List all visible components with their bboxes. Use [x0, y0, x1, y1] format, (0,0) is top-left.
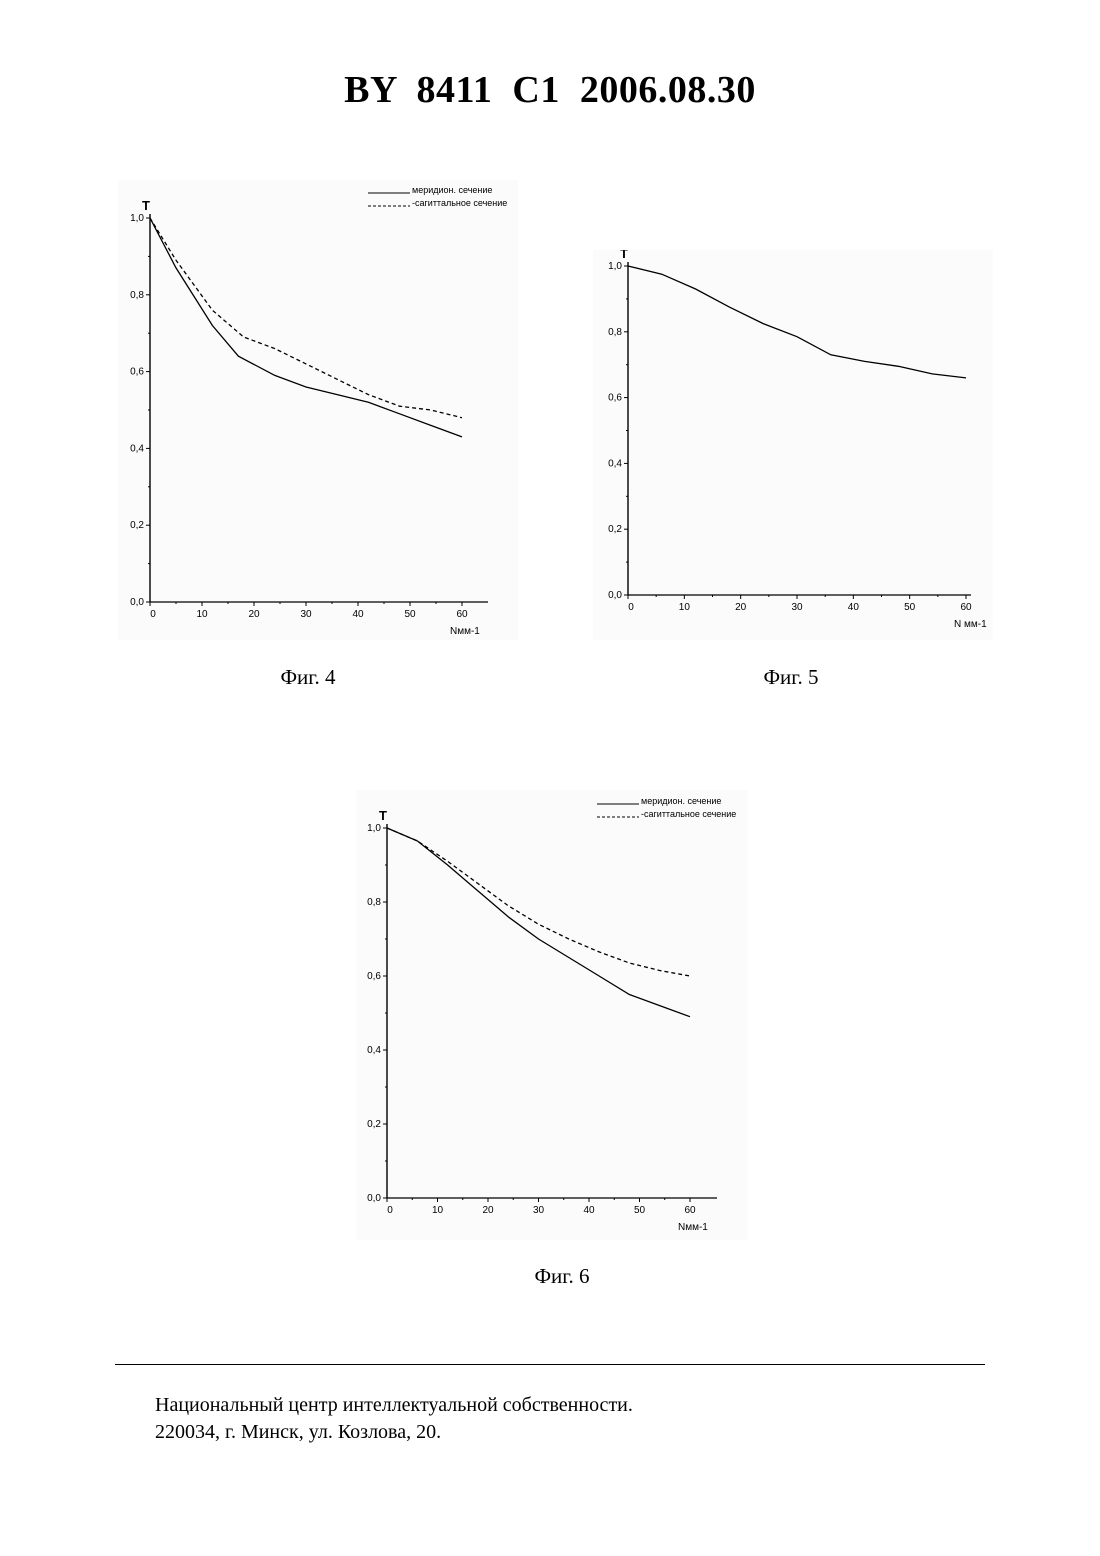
document-header: BY 8411 C1 2006.08.30 [0, 68, 1100, 112]
x-tick-label: 40 [352, 609, 364, 620]
y-axis-title: T [379, 808, 387, 823]
x-tick-label: 20 [482, 1205, 494, 1216]
figure-5-caption: Фиг. 5 [691, 665, 891, 690]
y-tick-label: 1,0 [130, 213, 144, 224]
y-tick-label: 0,8 [608, 327, 622, 338]
footer: Национальный центр интеллектуальной собс… [155, 1392, 633, 1446]
x-tick-label: 30 [791, 602, 803, 613]
x-tick-label: 60 [456, 609, 468, 620]
y-tick-label: 0,2 [367, 1119, 381, 1130]
y-tick-label: 0,4 [608, 458, 622, 469]
y-tick-label: 0,4 [367, 1045, 381, 1056]
x-tick-label: 50 [404, 609, 416, 620]
footer-line-2: 220034, г. Минск, ул. Козлова, 20. [155, 1419, 633, 1446]
y-tick-label: 0,0 [608, 590, 622, 601]
figure-6: 0,0 0,2 0,4 0,6 0,8 1,0 0 10 20 30 40 50 60 T Nмм-1 мер… [357, 790, 747, 1240]
series-line-2 [387, 828, 690, 976]
x-tick-label: 20 [248, 609, 260, 620]
y-tick-label: 1,0 [608, 261, 622, 272]
legend-label-1: меридион. сечение [641, 796, 721, 806]
x-tick-label: 0 [628, 602, 634, 613]
x-axis-title: Nмм-1 [678, 1222, 708, 1233]
x-tick-label: 30 [300, 609, 312, 620]
figure-5: 0,0 0,2 0,4 0,6 0,8 1,0 0 10 20 30 40 50 60 T N мм-1 [593, 250, 993, 640]
x-tick-label: 10 [432, 1205, 444, 1216]
series-line-2 [150, 218, 462, 418]
footer-line-1: Национальный центр интеллектуальной собс… [155, 1392, 633, 1419]
y-tick-label: 0,6 [130, 367, 144, 378]
y-tick-label: 0,2 [130, 520, 144, 531]
x-tick-label: 60 [960, 602, 972, 613]
figure-4: 0,0 0,2 0,4 0,6 0,8 1,0 0 10 20 30 40 50 60 T Nмм-1 мер… [118, 180, 518, 640]
chart-fig6: 0,0 0,2 0,4 0,6 0,8 1,0 0 10 20 30 40 50 60 T Nмм-1 мер… [357, 790, 747, 1240]
x-tick-label: 0 [387, 1205, 393, 1216]
y-tick-label: 0,0 [367, 1193, 381, 1204]
x-tick-label: 30 [533, 1205, 545, 1216]
figure-6-caption: Фиг. 6 [462, 1264, 662, 1289]
x-tick-label: 40 [848, 602, 860, 613]
x-tick-label: 50 [904, 602, 916, 613]
y-tick-label: 0,6 [367, 971, 381, 982]
x-tick-label: 10 [679, 602, 691, 613]
figure-4-caption: Фиг. 4 [208, 665, 408, 690]
footer-divider [115, 1364, 985, 1365]
y-axis-title: T [620, 250, 628, 261]
legend-label-1: меридион. сечение [412, 185, 492, 195]
x-tick-label: 50 [634, 1205, 646, 1216]
x-tick-label: 20 [735, 602, 747, 613]
y-tick-label: 0,2 [608, 524, 622, 535]
legend-label-2: -сагиттальное сечение [412, 198, 507, 208]
x-tick-label: 60 [684, 1205, 696, 1216]
x-axis-title: N мм-1 [954, 619, 987, 630]
legend-label-2: -сагиттальное сечение [641, 809, 736, 819]
chart-fig4: 0,0 0,2 0,4 0,6 0,8 1,0 0 10 20 30 40 50 60 T Nмм-1 мер… [118, 180, 518, 640]
chart-fig5: 0,0 0,2 0,4 0,6 0,8 1,0 0 10 20 30 40 50 60 T N мм-1 [593, 250, 993, 640]
y-tick-label: 0,8 [130, 290, 144, 301]
y-tick-label: 0,0 [130, 597, 144, 608]
x-tick-label: 0 [150, 609, 156, 620]
y-axis-title: T [142, 198, 150, 213]
y-tick-label: 0,4 [130, 443, 144, 454]
y-tick-label: 0,8 [367, 897, 381, 908]
x-axis-title: Nмм-1 [450, 626, 480, 637]
x-tick-label: 10 [196, 609, 208, 620]
x-tick-label: 40 [583, 1205, 595, 1216]
series-line-1 [387, 828, 690, 1017]
y-tick-label: 0,6 [608, 393, 622, 404]
series-line-1 [628, 266, 966, 378]
series-line-1 [150, 218, 462, 437]
y-tick-label: 1,0 [367, 823, 381, 834]
